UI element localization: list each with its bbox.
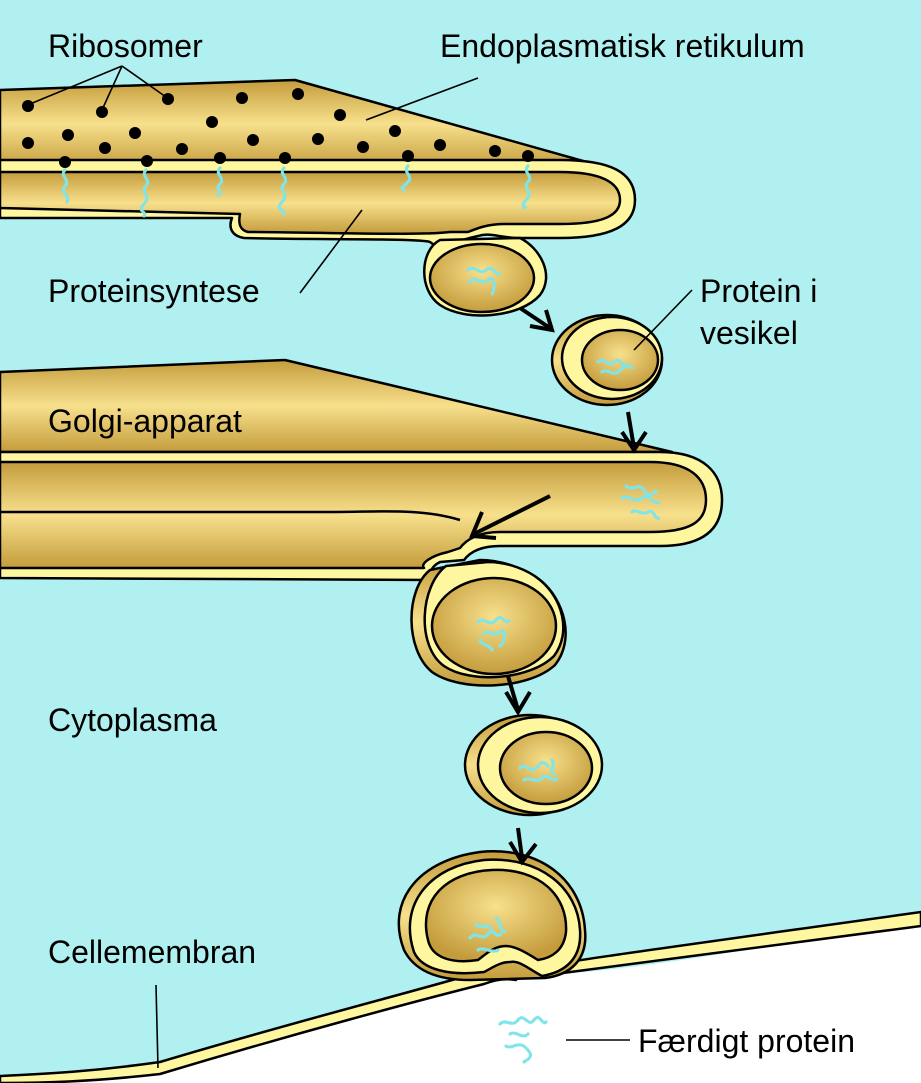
ribosome-icon bbox=[96, 106, 108, 118]
ribosome-icon bbox=[312, 133, 324, 145]
label-finished-protein: Færdigt protein bbox=[638, 1023, 855, 1059]
label-cell-membrane: Cellemembran bbox=[48, 934, 256, 970]
fusion-lumen bbox=[424, 868, 568, 963]
flow-arrows bbox=[469, 306, 648, 866]
arrow-icon bbox=[620, 411, 648, 454]
ribosome-icon bbox=[389, 125, 401, 137]
fusion-protein-icon bbox=[468, 916, 508, 953]
label-protein-synthesis: Proteinsyntese bbox=[48, 273, 260, 309]
ribosome-icon bbox=[129, 127, 141, 139]
ribosome-icon bbox=[357, 141, 369, 153]
ribosome-icon bbox=[402, 150, 414, 162]
ribosome-icon bbox=[292, 88, 304, 100]
arrow-icon bbox=[518, 306, 555, 333]
secreted-protein-icon bbox=[498, 1015, 548, 1064]
er-lumen bbox=[0, 170, 622, 236]
ribosome-icon bbox=[434, 139, 446, 151]
leader-lines bbox=[29, 65, 693, 1069]
er-bud-inner bbox=[428, 242, 536, 314]
ribosome-icon bbox=[214, 152, 226, 164]
label-ribosomes: Ribosomer bbox=[48, 28, 203, 64]
protein-chain-icon bbox=[61, 168, 70, 204]
ribosome-icon bbox=[236, 92, 248, 104]
vesicle-1-protein-icon bbox=[596, 358, 634, 375]
ribosome-icon bbox=[99, 142, 111, 154]
vesicle-2-lumen bbox=[498, 730, 594, 806]
protein-chain-icon bbox=[400, 164, 412, 192]
label-protein-in-vesicle-line2: vesikel bbox=[700, 315, 798, 351]
arrow-icon bbox=[469, 494, 551, 540]
ribosome-icon bbox=[206, 116, 218, 128]
ribosome-icon bbox=[59, 156, 71, 168]
ribosome-icon bbox=[334, 109, 346, 121]
ribosome-icon bbox=[489, 145, 501, 157]
er-bud-protein-icon bbox=[466, 266, 502, 296]
protein-chain-icon bbox=[139, 168, 150, 218]
ribosome-icon bbox=[247, 134, 259, 146]
arrow-icon bbox=[508, 827, 538, 866]
ribosome-icon bbox=[279, 152, 291, 164]
vesicle-2-protein-icon bbox=[518, 758, 560, 782]
label-endoplasmic-reticulum: Endoplasmatisk retikulum bbox=[440, 28, 805, 64]
label-cytoplasm: Cytoplasma bbox=[48, 702, 217, 738]
golgi-lumen bbox=[0, 460, 708, 570]
protein-chain-icon bbox=[214, 166, 224, 198]
arrow-icon bbox=[504, 675, 532, 716]
label-protein-in-vesicle-line1: Protein i bbox=[700, 273, 817, 309]
protein-chain-icon bbox=[521, 164, 532, 210]
golgi-bud-inner bbox=[430, 576, 558, 676]
cell-membrane-right bbox=[534, 910, 921, 978]
ribosome-icon bbox=[176, 143, 188, 155]
golgi-protein-icon bbox=[620, 484, 662, 520]
ribosome-icon bbox=[522, 150, 534, 162]
golgi-divider bbox=[0, 510, 461, 522]
er-proteins bbox=[61, 164, 532, 218]
ribosome-icon bbox=[62, 129, 74, 141]
vesicle-1 bbox=[550, 313, 664, 407]
ribosome-icon bbox=[22, 100, 34, 112]
ribosome-icon bbox=[141, 155, 153, 167]
label-golgi-apparatus: Golgi-apparat bbox=[48, 403, 242, 439]
vesicle-2 bbox=[463, 713, 604, 817]
vesicle-fusion bbox=[397, 850, 587, 982]
ribosome-icon bbox=[22, 137, 34, 149]
protein-chain-icon bbox=[277, 166, 288, 216]
golgi-bud-protein-icon bbox=[476, 615, 512, 652]
